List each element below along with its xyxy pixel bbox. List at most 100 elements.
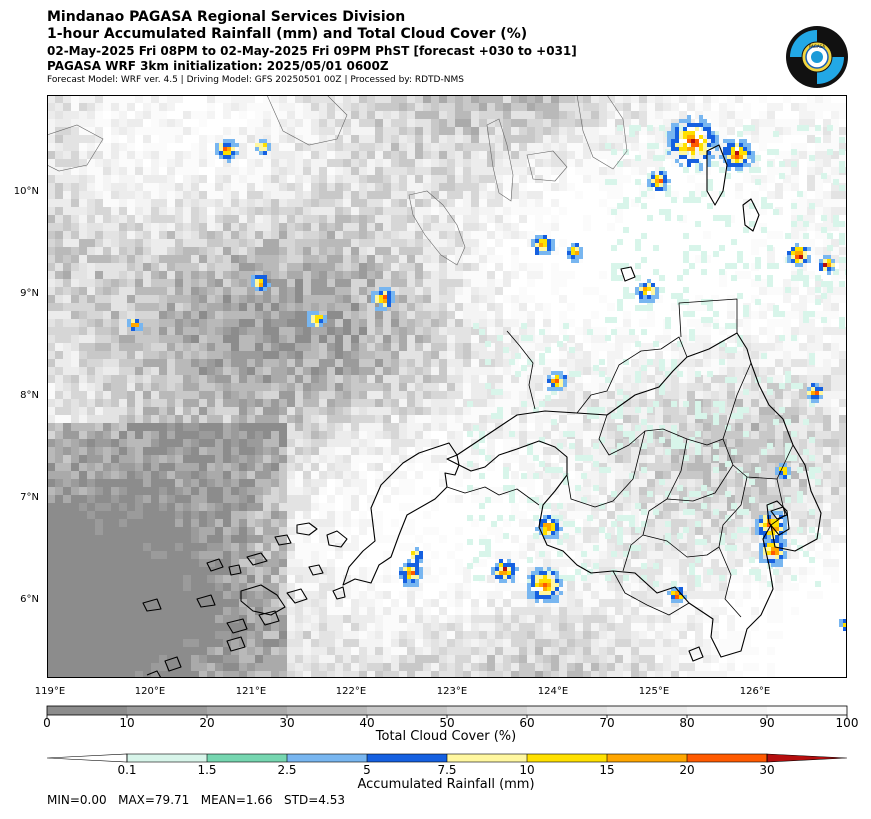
cloud-cell — [247, 551, 255, 559]
cloud-cell — [527, 103, 535, 111]
cloud-cell — [495, 359, 503, 367]
cloud-cell — [71, 199, 79, 207]
cloud-cell — [167, 511, 175, 519]
cloud-cell — [759, 175, 767, 183]
cloud-cell — [167, 407, 175, 415]
cloud-cell — [823, 359, 831, 367]
cloud-cell — [839, 463, 847, 471]
cloud-cell — [431, 183, 439, 191]
cloud-cell — [775, 167, 783, 175]
cloud-cell — [487, 175, 495, 183]
cloud-cell — [799, 327, 807, 335]
cloud-cell — [207, 383, 215, 391]
cloud-cell — [55, 103, 63, 111]
cloud-cell — [199, 519, 207, 527]
cloud-cell — [263, 407, 271, 415]
cloud-cell — [831, 543, 839, 551]
cloud-cell — [111, 431, 119, 439]
cloud-cell — [815, 159, 823, 167]
cloud-cell — [511, 159, 519, 167]
cloud-cell — [215, 303, 223, 311]
cloud-cell — [647, 503, 655, 511]
cloud-cell — [159, 551, 167, 559]
cloud-cell — [303, 495, 311, 503]
cloud-cell — [183, 439, 191, 447]
cloud-cell — [623, 463, 631, 471]
cloud-cell — [687, 175, 695, 183]
cloud-cell — [95, 503, 103, 511]
cloud-cell — [575, 399, 583, 407]
cloud-cell — [559, 279, 567, 287]
cloud-cell — [671, 407, 679, 415]
cloud-cell — [807, 367, 815, 375]
cloud-cell — [167, 271, 175, 279]
cloud-cell — [655, 119, 663, 127]
cloud-cell — [223, 535, 231, 543]
cloud-cell — [319, 391, 327, 399]
cloud-cell — [559, 487, 567, 495]
cloud-cell — [719, 551, 727, 559]
cloud-cell — [503, 207, 511, 215]
cloud-cell — [711, 119, 719, 127]
cloud-cell — [367, 415, 375, 423]
cloud-cell — [447, 143, 455, 151]
cloud-cell — [103, 383, 111, 391]
cloud-cell — [543, 223, 551, 231]
cloud-cell — [223, 175, 231, 183]
cloud-cell — [183, 503, 191, 511]
cloud-cell — [583, 319, 591, 327]
cloud-cell — [519, 495, 527, 503]
cloud-cell — [127, 559, 135, 567]
cloud-cell — [687, 95, 695, 103]
cloud-cell — [583, 95, 591, 103]
cloud-cell — [807, 167, 815, 175]
cloud-cell — [559, 135, 567, 143]
cloud-cell — [271, 239, 279, 247]
cloud-cell — [47, 351, 55, 359]
cloud-cell — [335, 175, 343, 183]
cloud-cell — [511, 167, 519, 175]
cloud-cell — [327, 151, 335, 159]
cloud-cell — [335, 95, 343, 103]
cloud-cell — [199, 351, 207, 359]
cloud-cell — [679, 383, 687, 391]
cloud-cell — [143, 479, 151, 487]
cloud-cell — [687, 495, 695, 503]
cloud-cell — [431, 175, 439, 183]
cloud-cell — [175, 311, 183, 319]
cloud-cell — [159, 439, 167, 447]
cloud-cell — [135, 439, 143, 447]
cloud-cell — [719, 103, 727, 111]
cloud-cell — [343, 247, 351, 255]
cloud-cell — [103, 519, 111, 527]
cloud-cell — [47, 151, 55, 159]
cloud-cell — [727, 103, 735, 111]
cloud-cell — [575, 135, 583, 143]
cloud-cell — [119, 175, 127, 183]
cloud-cell — [271, 367, 279, 375]
cloud-cell — [151, 119, 159, 127]
cloud-cell — [143, 447, 151, 455]
cloud-cell — [439, 535, 447, 543]
cloud-cell — [495, 319, 503, 327]
cloud-cell — [327, 495, 335, 503]
cloud-cell — [815, 95, 823, 103]
cloud-cell — [151, 303, 159, 311]
cloud-cell — [567, 159, 575, 167]
cloud-cell — [415, 287, 423, 295]
cloud-cell — [111, 223, 119, 231]
cloud-cell — [823, 303, 831, 311]
cloud-cell — [231, 167, 239, 175]
cloud-cell — [455, 479, 463, 487]
cloud-cell — [343, 215, 351, 223]
cloud-cell — [431, 143, 439, 151]
cloud-cell — [279, 263, 287, 271]
cloud-cell — [183, 295, 191, 303]
cloud-cell — [207, 223, 215, 231]
cloud-cell — [47, 223, 55, 231]
cloud-cell — [231, 319, 239, 327]
cloud-cell — [615, 103, 623, 111]
cloud-cell — [439, 199, 447, 207]
cloud-cell — [119, 383, 127, 391]
cloud-cell — [127, 399, 135, 407]
